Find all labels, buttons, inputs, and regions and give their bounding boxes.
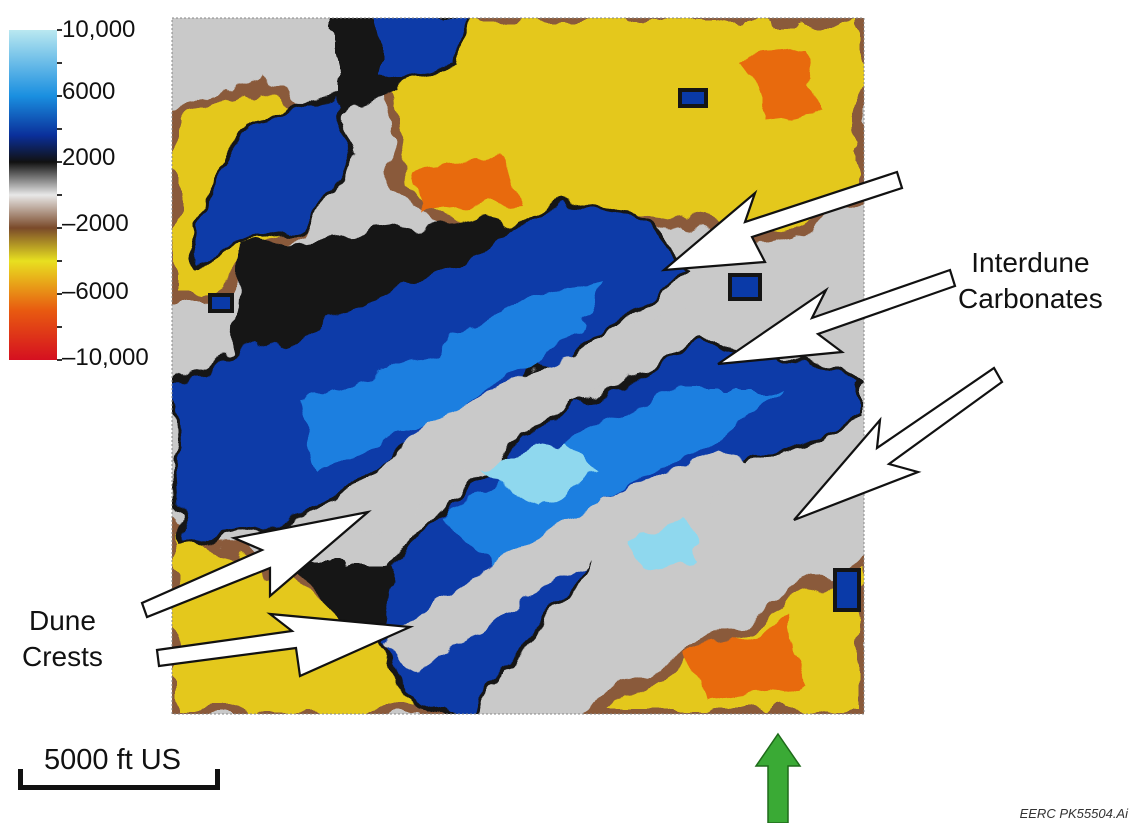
callout-dune-crests: Dune Crests [22,603,103,675]
scale-bar-line [18,785,220,790]
callout-line: Dune [22,603,103,639]
map-speck [680,90,706,106]
map-speck [210,295,232,311]
north-arrow-icon [756,734,800,823]
scale-bar-end-left [18,769,23,790]
callout-line: Interdune [958,245,1103,281]
callout-interdune-carbonates: Interdune Carbonates [958,245,1103,317]
scale-bar-label: 5000 ft US [44,744,181,777]
callout-line: Carbonates [958,281,1103,317]
map-speck [730,275,760,299]
scale-bar-end-right [215,769,220,790]
map-speck [835,570,859,610]
seismic-amplitude-map [172,18,864,714]
figure-code: EERC PK55504.Ai [1020,806,1128,821]
callout-line: Crests [22,639,103,675]
